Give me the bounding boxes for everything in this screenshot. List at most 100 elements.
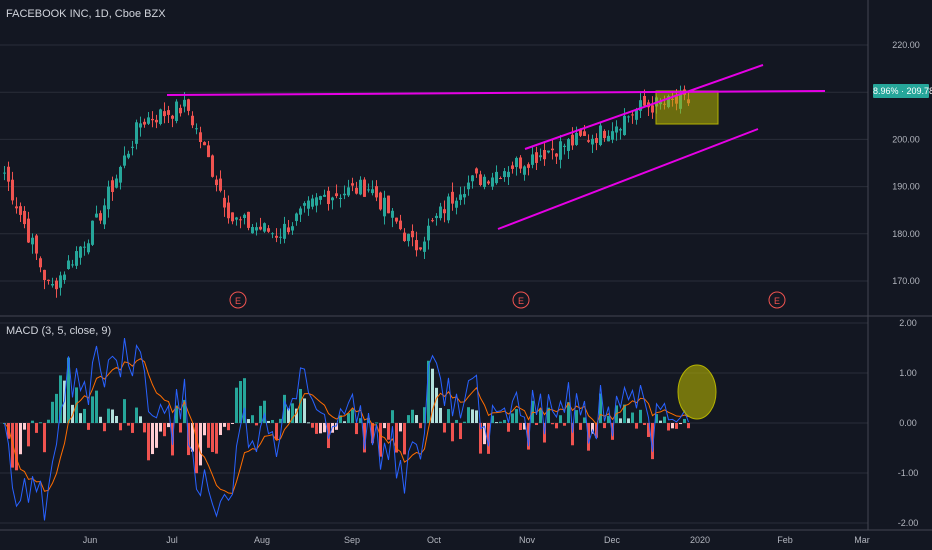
candle-body	[547, 150, 550, 153]
histogram-bar	[679, 423, 682, 425]
candle-body	[295, 213, 298, 222]
candle-body	[407, 233, 410, 242]
candle-body	[127, 153, 130, 158]
indicator-legend[interactable]: MACD (3, 5, close, 9)	[6, 325, 112, 337]
candle-body	[419, 247, 422, 250]
candle-body	[335, 193, 338, 197]
histogram-bar	[451, 423, 454, 442]
histogram-bar	[579, 423, 582, 430]
histogram-bar	[467, 407, 470, 423]
candle-body	[11, 179, 14, 201]
histogram-bar	[519, 423, 522, 431]
histogram-bar	[687, 423, 690, 429]
histogram-bar	[347, 413, 350, 423]
candle-body	[639, 100, 642, 111]
candle-body	[115, 178, 118, 188]
candle-body	[71, 264, 74, 266]
earnings-marker	[768, 291, 786, 309]
histogram-bar	[291, 403, 294, 423]
candle-body	[379, 192, 382, 210]
candle-body	[47, 279, 50, 281]
candle-body	[99, 213, 102, 221]
histogram-bar	[403, 423, 406, 455]
candle-body	[283, 223, 286, 239]
candle-body	[459, 194, 462, 200]
histogram-bar	[391, 410, 394, 423]
histogram-bar	[259, 405, 262, 423]
candle-body	[131, 146, 134, 148]
histogram-bar	[363, 423, 366, 453]
histogram-bar	[307, 422, 310, 424]
time-tick-label: Oct	[427, 535, 442, 545]
histogram-bar	[435, 387, 438, 423]
histogram-bar	[115, 415, 118, 423]
candle-body	[447, 196, 450, 221]
candle-body	[491, 177, 494, 187]
candle-body	[207, 145, 210, 158]
candle-body	[139, 123, 142, 128]
candle-body	[135, 122, 138, 144]
candle-body	[235, 217, 238, 220]
histogram-bar	[623, 404, 626, 423]
histogram-bar	[163, 423, 166, 437]
candle-body	[579, 129, 582, 136]
histogram-bar	[319, 423, 322, 434]
drawings[interactable]	[166, 64, 826, 230]
candle-body	[143, 121, 146, 125]
histogram-bar	[87, 423, 90, 430]
histogram-bar	[315, 423, 318, 434]
price-tick-label: 170.00	[892, 276, 920, 286]
candle-body	[599, 125, 602, 146]
histogram-bar	[327, 423, 330, 449]
symbol-legend[interactable]: FACEBOOK INC, 1D, Cboe BZX	[6, 8, 166, 20]
candle-body	[511, 165, 514, 169]
resistance-trendline[interactable]	[166, 90, 826, 96]
highlight-ellipse[interactable]	[677, 364, 717, 420]
histogram-bar	[511, 413, 514, 423]
price-tick-label: 220.00	[892, 40, 920, 50]
candle-body	[267, 228, 270, 232]
histogram-bar	[7, 423, 10, 439]
candle-body	[467, 182, 470, 190]
histogram-bar	[71, 404, 74, 423]
candle-body	[651, 105, 654, 113]
channel-lower-trendline[interactable]	[497, 128, 759, 230]
candle-body	[391, 210, 394, 218]
histogram-bar	[99, 416, 102, 423]
candle-body	[503, 171, 506, 178]
histogram-bar	[443, 423, 446, 433]
earnings-label: E	[518, 296, 524, 306]
highlight-rectangle[interactable]	[655, 90, 719, 125]
channel-upper-trendline[interactable]	[524, 64, 764, 150]
histogram-bar	[127, 423, 130, 426]
histogram-bar	[47, 419, 50, 423]
histogram-bar	[83, 408, 86, 423]
candle-body	[563, 145, 566, 147]
candle-body	[299, 208, 302, 215]
histogram-bar	[547, 407, 550, 423]
macd-tick-label: 1.00	[899, 368, 917, 378]
candle-body	[19, 206, 22, 215]
macd-axis[interactable]: -2.00 -1.00 0.00 1.00 2.00	[898, 318, 919, 528]
histogram-bar	[283, 394, 286, 423]
histogram-bar	[527, 423, 530, 450]
candle-body	[355, 187, 358, 194]
histogram-bar	[199, 423, 202, 466]
histogram-bar	[643, 423, 646, 425]
candle-body	[259, 226, 262, 230]
histogram-bar	[231, 423, 234, 424]
candle-body	[275, 235, 278, 238]
histogram-bar	[555, 423, 558, 429]
histogram-bar	[675, 423, 678, 429]
candle-body	[147, 117, 150, 124]
candle-body	[75, 251, 78, 266]
histogram-bar	[299, 388, 302, 423]
histogram-bar	[683, 418, 686, 423]
histogram-bar	[323, 423, 326, 433]
candle-body	[311, 198, 314, 207]
histogram-bar	[355, 423, 358, 435]
histogram-bar	[459, 423, 462, 440]
time-axis[interactable]: Jun Jul Aug Sep Oct Nov Dec 2020 Feb Mar	[83, 535, 870, 545]
histogram-bar	[203, 423, 206, 436]
